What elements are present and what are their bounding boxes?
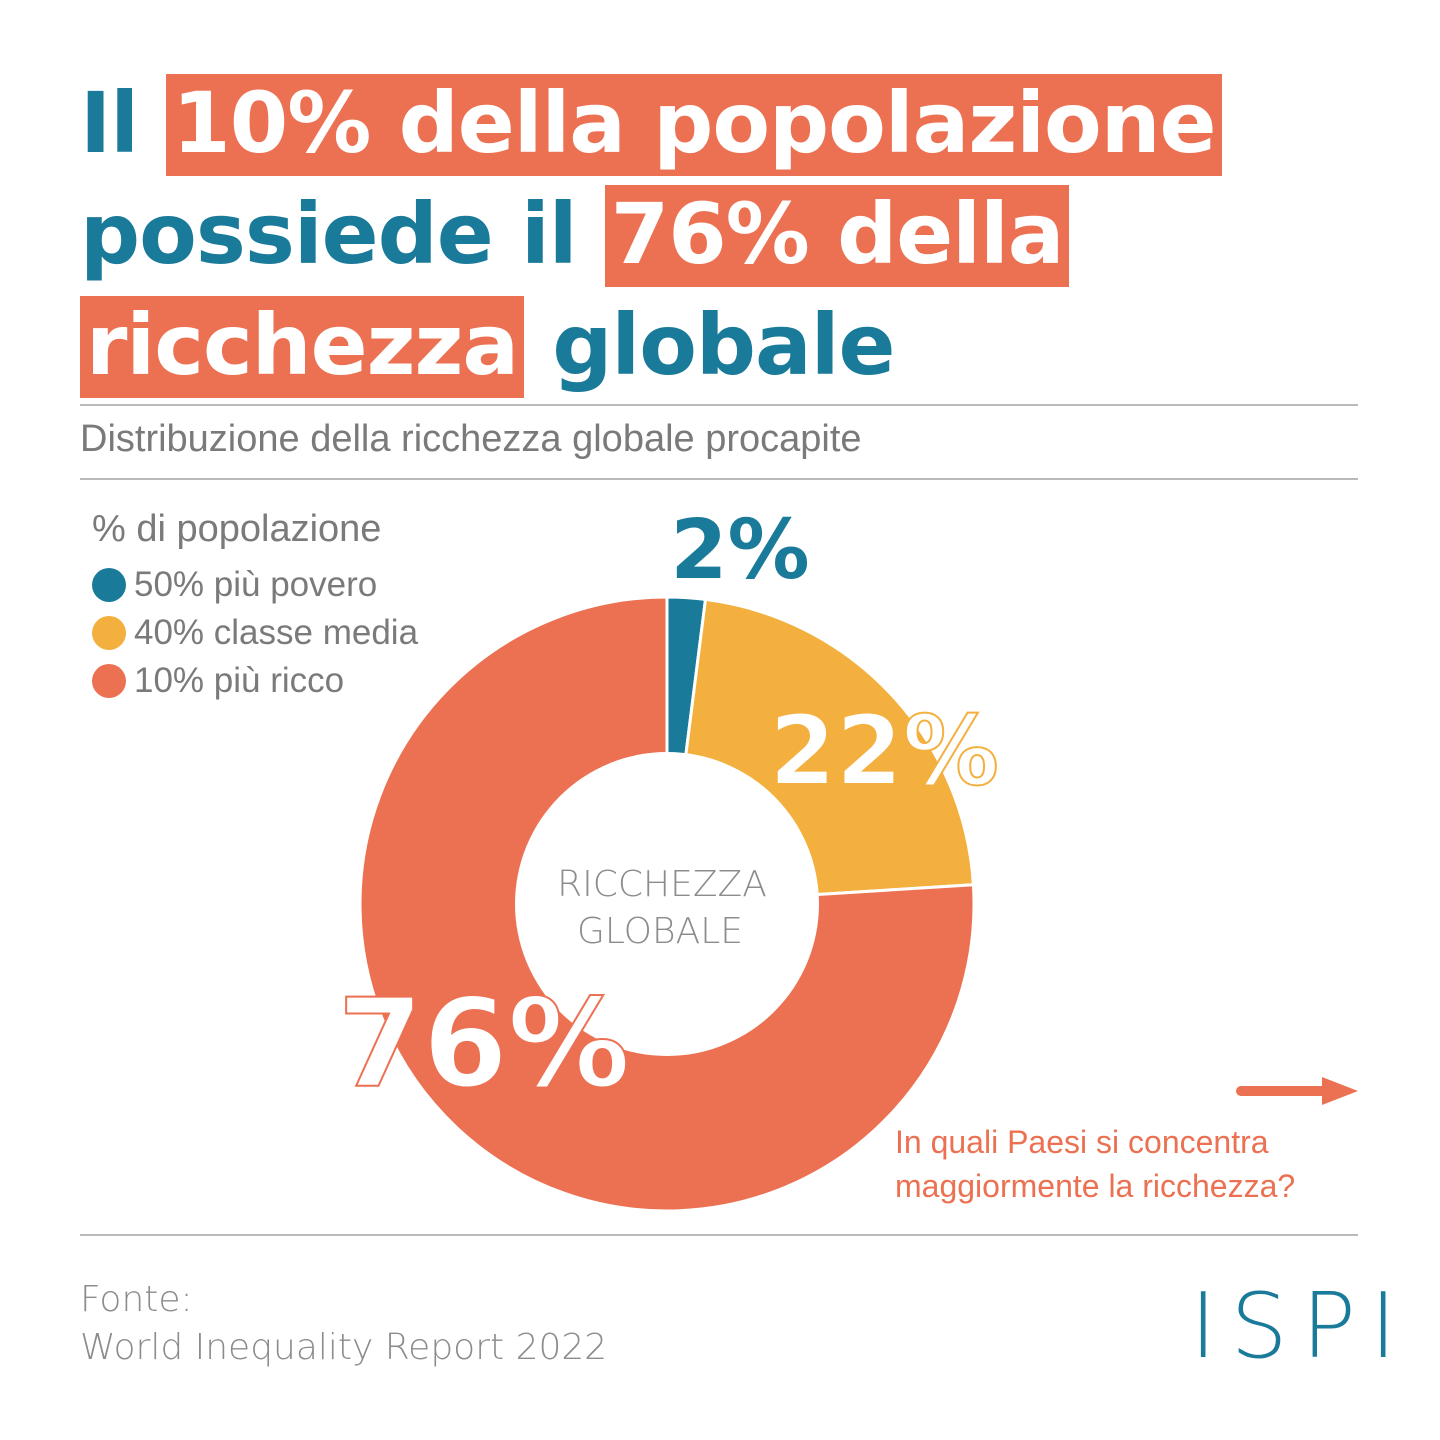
source-label: Fonte: — [80, 1279, 193, 1320]
slice-label-richest: 76% — [338, 973, 630, 1115]
slice-label-middle: 22% — [769, 695, 999, 807]
legend-dot-middle — [92, 616, 126, 650]
legend-item-poorest: 50% più povero — [92, 561, 418, 609]
legend-label-middle: 40% classe media — [134, 613, 419, 652]
chart-subtitle: Distribuzione della ricchezza globale pr… — [80, 418, 862, 460]
headline-highlight-1: 10% della popolazione — [166, 74, 1222, 176]
headline-text-1: Il — [80, 74, 167, 172]
divider-top — [80, 404, 1358, 406]
ispi-logo: ISPI — [1190, 1274, 1411, 1379]
legend-item-richest: 10% più ricco — [92, 657, 418, 705]
donut-hole — [515, 752, 819, 1056]
legend-title: % di popolazione — [92, 508, 382, 550]
headline-text-3: globale — [524, 296, 895, 394]
cta-line-1: In quali Paesi si concentra — [895, 1124, 1269, 1160]
arrow-right-icon[interactable] — [1236, 1076, 1360, 1106]
headline-text-2: possiede il — [80, 185, 605, 283]
cta-link[interactable]: In quali Paesi si concentra maggiormente… — [895, 1120, 1365, 1208]
center-label-line-1: RICCHEZZA — [557, 864, 767, 905]
legend-label-richest: 10% più ricco — [134, 661, 345, 700]
slice-label-poorest: 2% — [670, 503, 809, 598]
source-text: World Inequality Report 2022 — [80, 1327, 608, 1368]
headline: Il 10% della popolazione possiede il 76%… — [80, 68, 1280, 401]
legend-label-poorest: 50% più povero — [134, 565, 378, 604]
source: Fonte: World Inequality Report 2022 — [80, 1276, 607, 1372]
cta-line-2: maggiormente la ricchezza? — [895, 1168, 1296, 1204]
legend-item-middle: 40% classe media — [92, 609, 418, 657]
legend: % di popolazione 50% più povero 40% clas… — [92, 508, 418, 705]
legend-dot-poorest — [92, 568, 126, 602]
legend-dot-richest — [92, 664, 126, 698]
center-label-line-2: GLOBALE — [577, 911, 743, 952]
divider-mid — [80, 478, 1358, 480]
divider-bottom — [80, 1234, 1358, 1236]
